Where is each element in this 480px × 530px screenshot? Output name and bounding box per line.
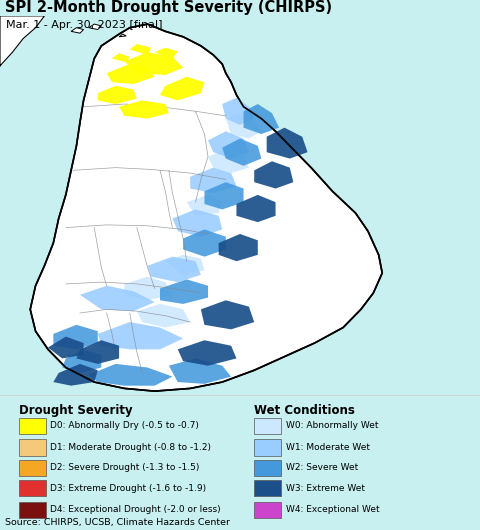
Polygon shape [172,209,222,237]
Polygon shape [160,279,208,304]
Polygon shape [165,255,204,275]
Polygon shape [222,98,254,125]
Polygon shape [62,349,101,373]
Polygon shape [187,195,222,216]
Text: D0: Abnormally Dry (-0.5 to -0.7): D0: Abnormally Dry (-0.5 to -0.7) [50,421,199,430]
Polygon shape [30,24,382,391]
Polygon shape [254,161,293,189]
Polygon shape [183,229,226,257]
Polygon shape [201,301,254,329]
Polygon shape [137,304,190,328]
Polygon shape [0,16,45,66]
Text: Wet Conditions: Wet Conditions [254,404,355,417]
Polygon shape [119,100,169,119]
Polygon shape [219,234,258,261]
Text: Drought Severity: Drought Severity [19,404,133,417]
Polygon shape [98,322,183,349]
Polygon shape [208,131,249,158]
Polygon shape [222,138,261,166]
Polygon shape [89,364,172,386]
Text: W2: Severe Wet: W2: Severe Wet [286,463,358,472]
Bar [254,460,281,476]
Polygon shape [124,277,172,301]
Polygon shape [147,257,201,282]
Bar [19,480,46,496]
Text: D4: Exceptional Drought (-2.0 or less): D4: Exceptional Drought (-2.0 or less) [50,505,221,514]
Polygon shape [112,53,130,62]
Text: Source: CHIRPS, UCSB, Climate Hazards Center: Source: CHIRPS, UCSB, Climate Hazards Ce… [5,518,230,527]
Polygon shape [107,64,155,84]
Bar [254,501,281,518]
Polygon shape [71,28,84,33]
Bar [254,439,281,456]
Polygon shape [204,182,243,209]
Polygon shape [53,325,98,349]
Text: D3: Extreme Drought (-1.6 to -1.9): D3: Extreme Drought (-1.6 to -1.9) [50,483,206,492]
Bar [19,460,46,476]
Polygon shape [243,104,279,134]
Polygon shape [98,86,137,104]
Polygon shape [208,149,249,173]
Polygon shape [178,340,237,366]
Polygon shape [160,77,204,100]
Text: W0: Abnormally Wet: W0: Abnormally Wet [286,421,378,430]
Text: Mar. 1 - Apr. 30, 2023 [final]: Mar. 1 - Apr. 30, 2023 [final] [6,20,162,30]
Polygon shape [267,128,308,158]
Polygon shape [53,364,98,386]
Polygon shape [124,52,183,75]
Polygon shape [190,167,237,193]
Bar [19,501,46,518]
Bar [254,480,281,496]
Polygon shape [130,44,151,55]
Polygon shape [89,24,101,30]
Polygon shape [226,113,261,138]
Bar [19,439,46,456]
Polygon shape [169,358,231,384]
Text: W3: Extreme Wet: W3: Extreme Wet [286,483,365,492]
Text: W4: Exceptional Wet: W4: Exceptional Wet [286,505,379,514]
Polygon shape [80,286,155,311]
Polygon shape [76,340,119,364]
Polygon shape [48,337,84,358]
Polygon shape [237,195,276,222]
Polygon shape [119,34,126,37]
Text: W1: Moderate Wet: W1: Moderate Wet [286,443,370,452]
Polygon shape [155,48,178,59]
Text: D2: Severe Drought (-1.3 to -1.5): D2: Severe Drought (-1.3 to -1.5) [50,463,200,472]
Bar [19,418,46,434]
Text: SPI 2-Month Drought Severity (CHIRPS): SPI 2-Month Drought Severity (CHIRPS) [5,0,332,15]
Bar [254,418,281,434]
Text: D1: Moderate Drought (-0.8 to -1.2): D1: Moderate Drought (-0.8 to -1.2) [50,443,211,452]
